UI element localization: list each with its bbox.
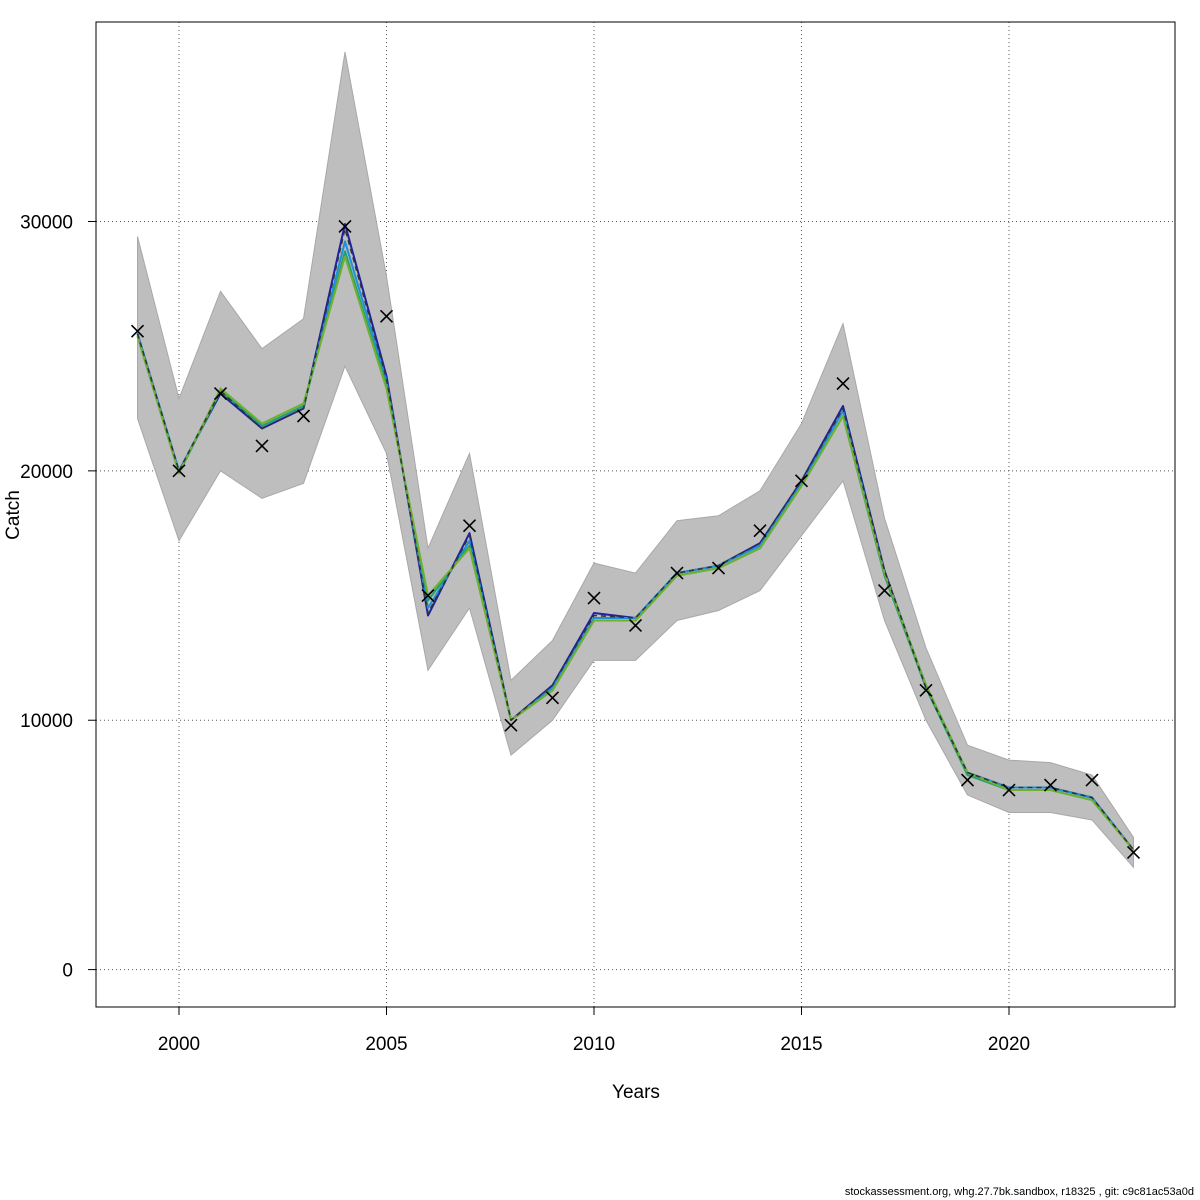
x-axis: 2000 2005 2010 2015 2020 [158,1007,1030,1055]
observed-point [421,588,435,603]
grid-lines [96,22,1175,1007]
observed-point [338,219,352,234]
y-tick-label: 0 [62,961,73,982]
y-axis-label: Catch [3,490,24,540]
observed-point [794,474,809,488]
y-tick-label: 30000 [20,212,73,233]
observed-point [1126,845,1141,859]
observed-point [628,618,643,633]
series-line-4 [136,228,1135,851]
observed-point [836,377,850,391]
observed-point [545,691,560,705]
observed-point [1002,783,1016,797]
observed-point [462,519,477,533]
confidence-band-area [137,51,1134,869]
y-tick-label: 20000 [20,462,73,483]
x-tick-label: 2015 [780,1034,822,1055]
observed-point [296,409,311,423]
observed-point [670,566,684,580]
observed-point [587,591,601,605]
observed-point [1085,773,1099,787]
x-axis-label: Years [612,1082,660,1103]
observed-point [753,524,767,538]
observed-point [213,386,228,401]
x-tick-label: 2010 [573,1034,615,1055]
observed-point [711,561,726,575]
observed-point [379,309,394,323]
y-tick-label: 10000 [20,711,73,732]
x-tick-label: 2005 [365,1034,407,1055]
observed-point [255,439,269,453]
confidence-band [137,51,1134,869]
x-tick-label: 2020 [988,1034,1030,1055]
observed-point [172,464,186,478]
observed-point [504,718,518,732]
observed-point [1043,778,1058,792]
observed-point [919,683,933,697]
observed-point [130,324,145,338]
observed-point [960,773,975,787]
footer-text: stockassessment.org, whg.27.7bk.sandbox,… [844,1186,1194,1198]
observed-point [877,583,892,598]
x-tick-label: 2000 [158,1034,200,1055]
series-lines [136,222,1135,851]
observed-points [130,219,1141,859]
y-axis: 0 10000 20000 30000 [20,212,96,982]
plot-frame [95,21,1176,1008]
